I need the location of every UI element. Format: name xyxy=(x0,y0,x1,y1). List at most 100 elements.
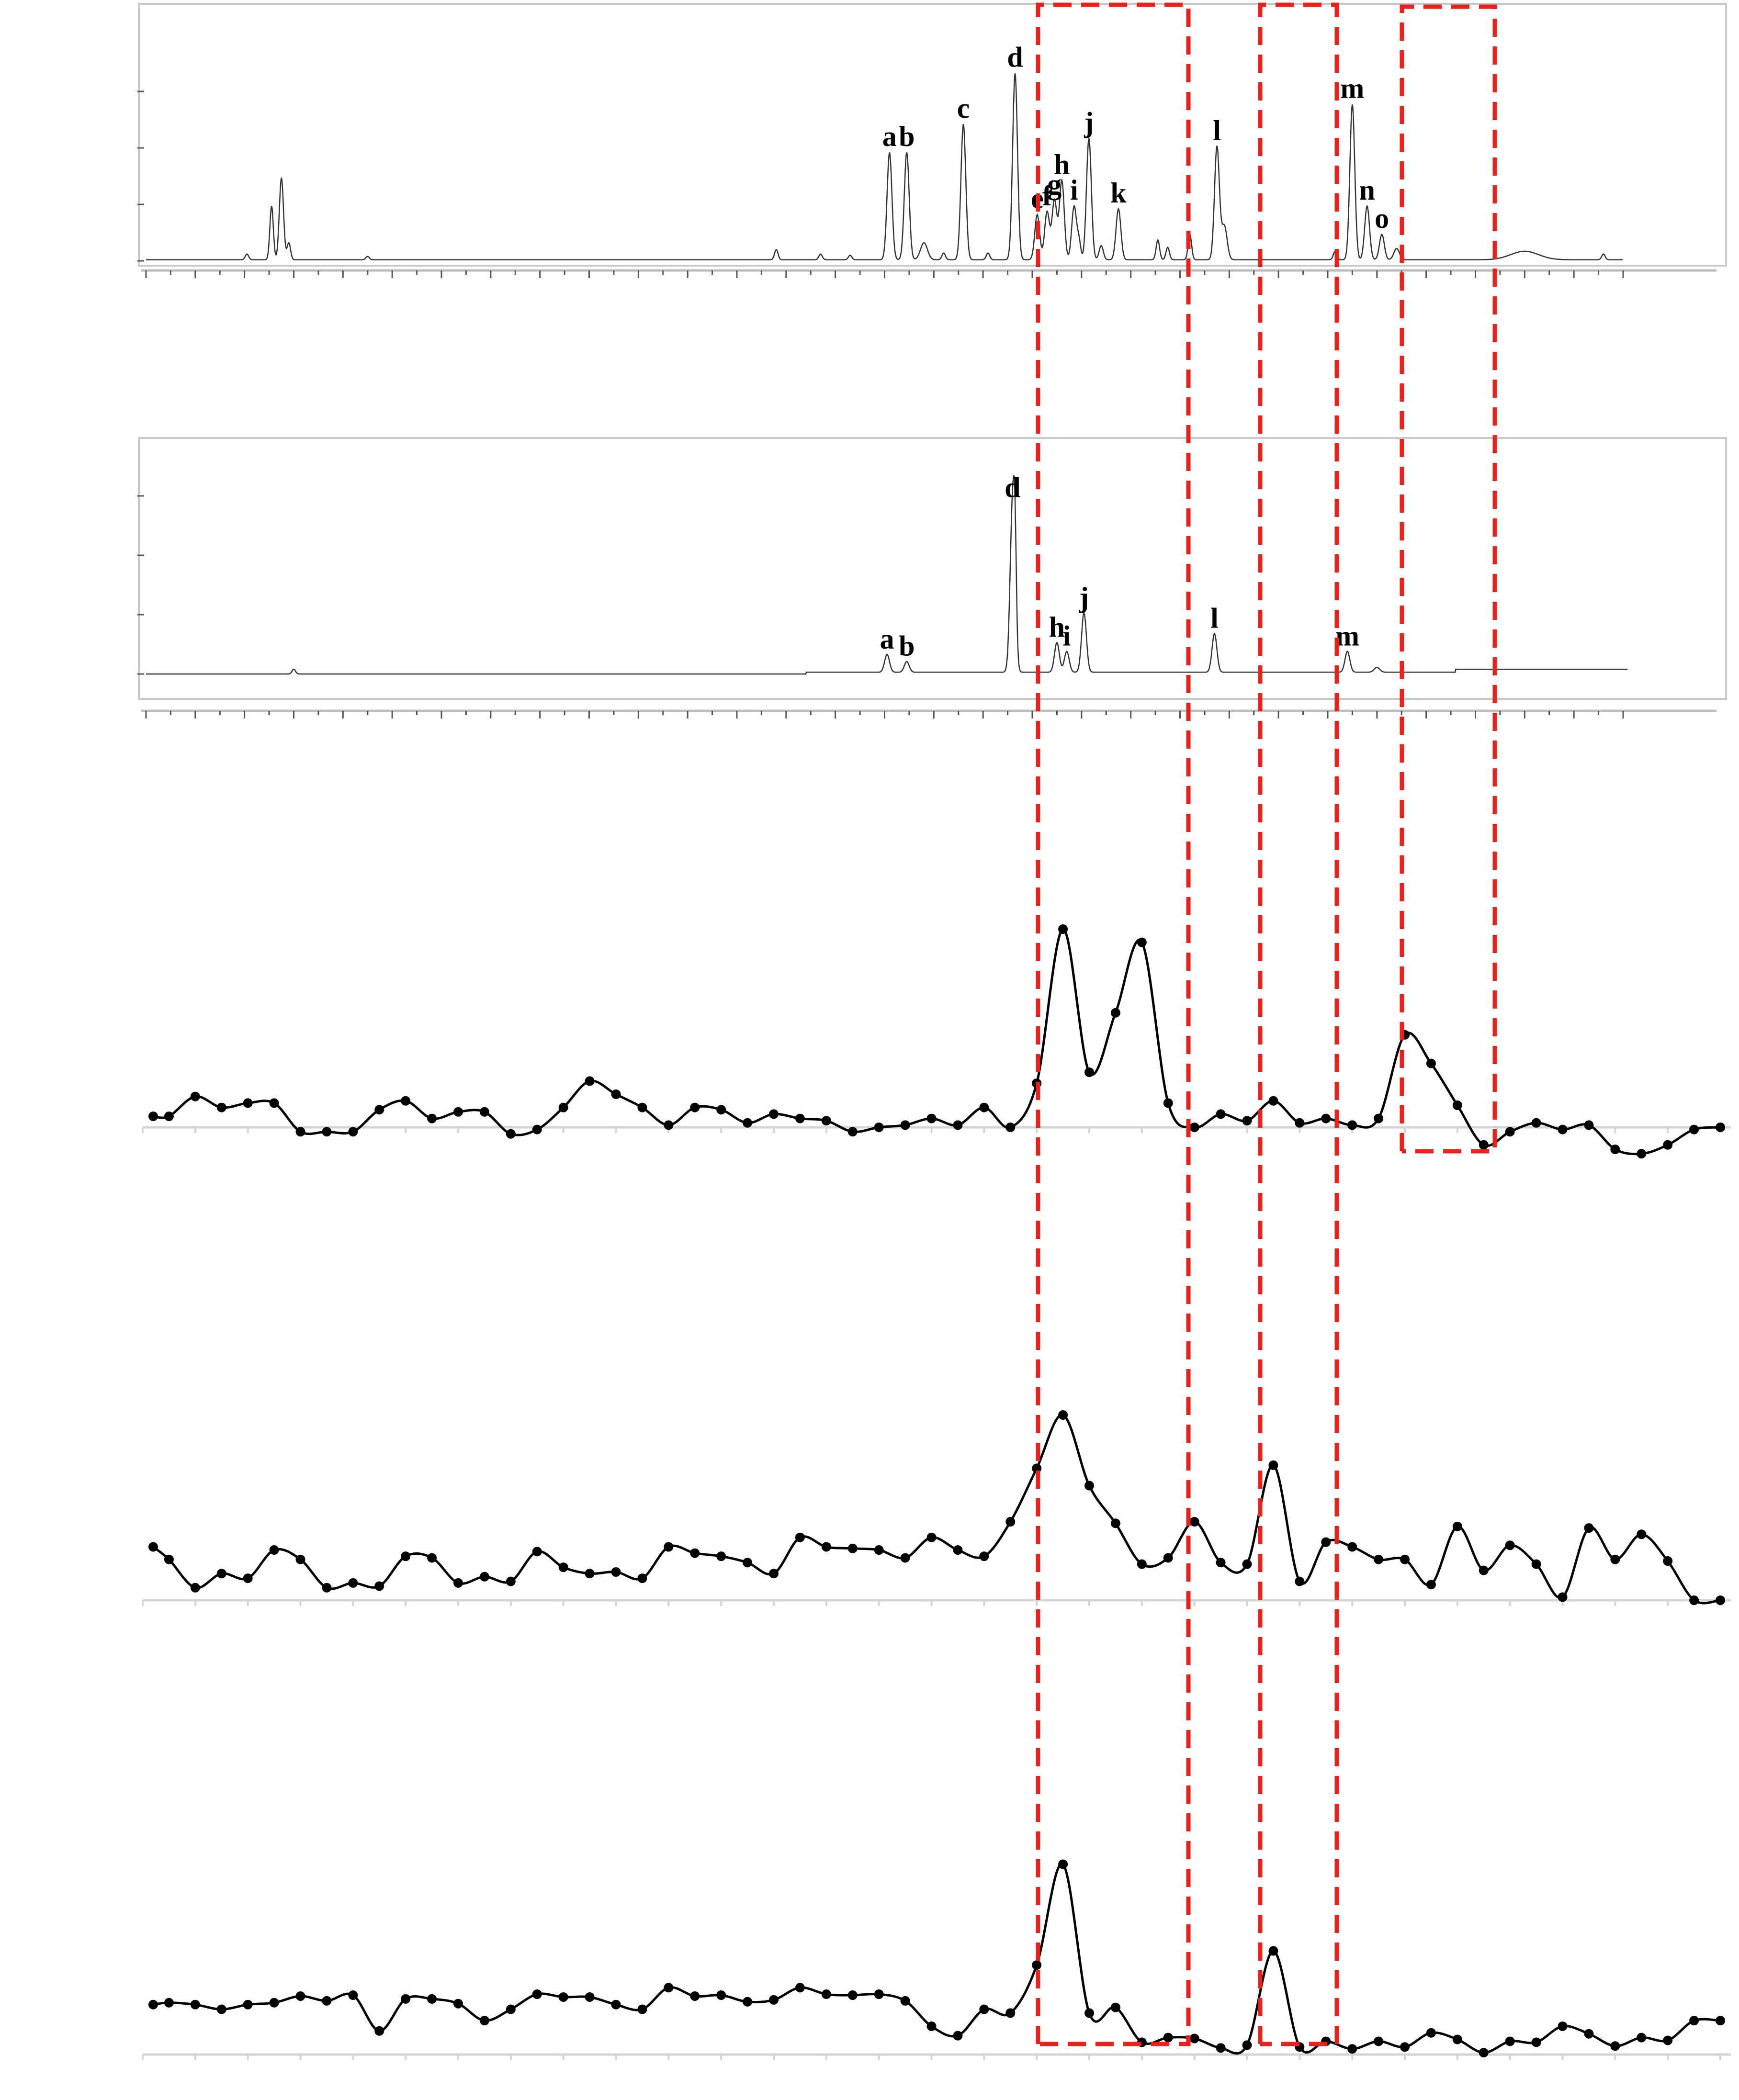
data-point xyxy=(1452,1521,1462,1531)
peak-label-i: i xyxy=(1063,620,1071,652)
data-point xyxy=(1347,1542,1357,1552)
data-point xyxy=(1663,2035,1673,2045)
data-point xyxy=(716,1105,726,1115)
chromatogram-frame xyxy=(138,437,1727,700)
data-point xyxy=(164,1998,174,2008)
data-point xyxy=(1663,1556,1673,1566)
data-point xyxy=(374,1581,384,1591)
data-point xyxy=(953,1120,963,1130)
data-point xyxy=(269,1998,279,2008)
data-point xyxy=(611,1089,621,1099)
data-point xyxy=(164,1112,174,1121)
data-point xyxy=(690,1991,700,2001)
data-point xyxy=(453,1999,463,2009)
data-point xyxy=(532,1989,542,1999)
data-point xyxy=(1689,2016,1699,2026)
data-point xyxy=(637,1573,647,1583)
data-point xyxy=(1084,1067,1095,1077)
data-point xyxy=(427,1994,437,2004)
data-point xyxy=(148,1112,158,1121)
data-point xyxy=(532,1124,542,1134)
data-point xyxy=(1479,1140,1489,1150)
data-point xyxy=(1084,1481,1095,1491)
data-point xyxy=(1347,1120,1357,1130)
data-point xyxy=(1216,1109,1226,1119)
data-point xyxy=(148,1542,158,1552)
data-point xyxy=(558,1102,568,1112)
data-point xyxy=(979,1551,989,1561)
series-line xyxy=(153,1862,1721,2055)
data-point xyxy=(1505,2036,1515,2046)
data-point xyxy=(506,2004,516,2014)
data-point xyxy=(1716,1123,1726,1132)
data-point xyxy=(374,2026,384,2036)
data-point xyxy=(1163,2033,1173,2043)
chromatogram-frame xyxy=(138,3,1727,267)
data-point xyxy=(874,1545,884,1555)
data-point xyxy=(558,1562,568,1572)
data-point xyxy=(216,2004,226,2014)
data-point xyxy=(795,1113,805,1123)
data-point xyxy=(1531,1559,1541,1569)
highlight-box-17-20 xyxy=(1036,2,1191,2046)
data-point xyxy=(1663,1140,1673,1150)
peak-label-c: c xyxy=(957,92,970,124)
data-point xyxy=(1505,1127,1515,1137)
peak-label-n: n xyxy=(1359,174,1375,206)
peak-label-h: h xyxy=(1049,611,1065,643)
data-point xyxy=(847,1127,858,1137)
data-point xyxy=(322,1127,332,1137)
data-point xyxy=(1058,1859,1068,1869)
data-point xyxy=(1426,2028,1436,2038)
data-point xyxy=(216,1102,226,1112)
peak-label-h: h xyxy=(1054,149,1070,180)
data-point xyxy=(1637,2033,1647,2043)
data-point xyxy=(716,1551,726,1561)
data-point xyxy=(148,1999,158,2010)
data-point xyxy=(847,1990,858,2000)
data-point xyxy=(1110,2002,1120,2012)
data-point xyxy=(874,1989,884,1999)
data-point xyxy=(637,2004,647,2014)
data-point xyxy=(427,1113,437,1123)
data-point xyxy=(1242,1559,1252,1569)
data-point xyxy=(1242,2040,1252,2050)
data-point xyxy=(821,1116,831,1126)
data-point xyxy=(1558,2021,1568,2031)
data-point xyxy=(243,1098,253,1108)
data-point xyxy=(1137,937,1147,947)
chromatogram-trace xyxy=(146,474,1628,675)
data-point xyxy=(1558,1592,1568,1602)
data-point xyxy=(1110,1008,1120,1018)
highlight-boxes xyxy=(1036,2,1497,2046)
data-point xyxy=(1584,1523,1594,1533)
data-point xyxy=(190,1999,200,2010)
data-point xyxy=(1295,1118,1305,1128)
data-point xyxy=(874,1123,884,1132)
data-point xyxy=(1058,924,1068,934)
peak-label-l: l xyxy=(1210,602,1219,634)
data-point xyxy=(190,1091,200,1101)
data-point xyxy=(1321,1537,1331,1547)
data-point xyxy=(664,1983,674,1993)
data-point xyxy=(1374,1554,1384,1564)
activity-panel-d xyxy=(142,1410,1731,1606)
data-point xyxy=(1637,1149,1647,1159)
data-point xyxy=(1426,1058,1436,1068)
data-point xyxy=(953,2031,963,2041)
data-point xyxy=(743,1118,753,1128)
peak-label-f: f xyxy=(1042,180,1052,212)
data-point xyxy=(1374,1113,1384,1123)
data-point xyxy=(269,1098,279,1108)
data-point xyxy=(1689,1595,1699,1605)
data-point xyxy=(1242,1116,1252,1126)
data-point xyxy=(900,1553,910,1563)
data-point xyxy=(1689,1124,1699,1134)
data-point xyxy=(1716,1595,1726,1605)
data-point xyxy=(1032,1960,1042,1970)
data-point xyxy=(348,1127,358,1137)
data-point xyxy=(322,1583,332,1593)
peak-label-b: b xyxy=(899,630,915,662)
data-point xyxy=(611,1567,621,1577)
